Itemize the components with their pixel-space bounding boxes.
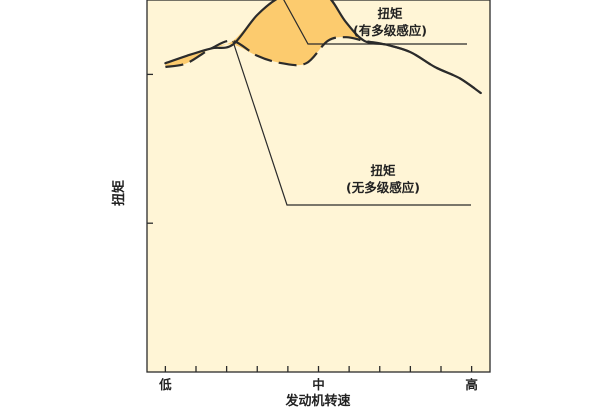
chart-marks: 低中高 <box>147 0 482 392</box>
series-line-without-induction <box>165 36 482 94</box>
y-axis-label: 扭矩 <box>111 180 127 206</box>
x-tick-label: 低 <box>158 377 172 392</box>
x-axis-label: 发动机转速 <box>284 393 350 409</box>
torque-gain-area <box>165 0 481 93</box>
leader-line-without-induction <box>232 40 471 206</box>
x-tick-label: 高 <box>465 377 478 392</box>
x-tick-label: 中 <box>312 377 325 392</box>
plot-area <box>146 0 491 373</box>
leader-line-with-induction <box>283 0 467 45</box>
annotation-series1-title: 扭矩 <box>377 6 403 21</box>
annotation-series1-subtitle: (有多级感应) <box>353 23 427 38</box>
annotation-series2-title: 扭矩 <box>370 163 396 178</box>
annotation-series2-subtitle: (无多级感应) <box>346 180 420 195</box>
